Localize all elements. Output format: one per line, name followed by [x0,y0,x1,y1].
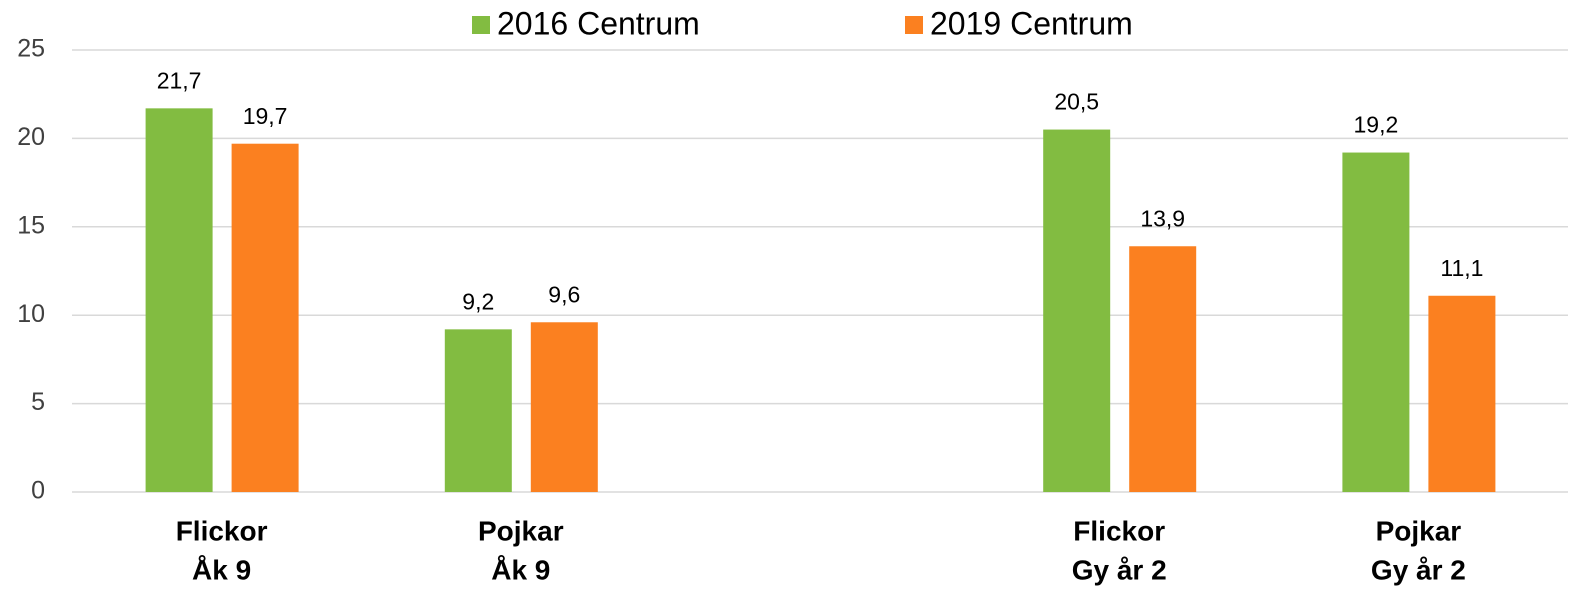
value-label: 19,7 [243,103,288,129]
value-label: 21,7 [157,67,202,93]
y-tick-label: 0 [31,477,45,505]
y-tick-label: 25 [17,35,45,63]
bar [1129,246,1197,492]
x-tick-label: Åk 9 [192,554,251,585]
value-label: 13,9 [1140,205,1185,231]
bar [1043,129,1111,492]
y-tick-label: 10 [17,300,45,328]
value-label: 9,2 [462,288,494,314]
x-tick-label: Åk 9 [491,554,550,585]
value-label: 11,1 [1440,255,1483,281]
x-tick-label: Flickor [1073,515,1165,546]
x-tick-label: Pojkar [1376,515,1462,546]
value-label: 20,5 [1054,89,1099,115]
y-tick-label: 20 [17,123,45,151]
bar [1428,295,1496,492]
bar [444,329,512,492]
bar [1342,152,1410,492]
bar [530,322,598,492]
y-tick-label: 5 [31,388,45,416]
bar [145,108,213,493]
legend-swatch [472,16,490,34]
x-tick-label: Gy år 2 [1371,554,1466,585]
x-tick-label: Gy år 2 [1072,554,1167,585]
legend-label: 2016 Centrum [497,5,700,41]
legend-label: 2019 Centrum [930,5,1133,41]
value-label: 19,2 [1354,112,1399,138]
legend-swatch [905,16,923,34]
x-tick-label: Pojkar [478,515,564,546]
bar [231,143,299,493]
y-tick-label: 15 [17,211,45,239]
x-tick-label: Flickor [176,515,268,546]
value-label: 9,6 [548,281,580,307]
